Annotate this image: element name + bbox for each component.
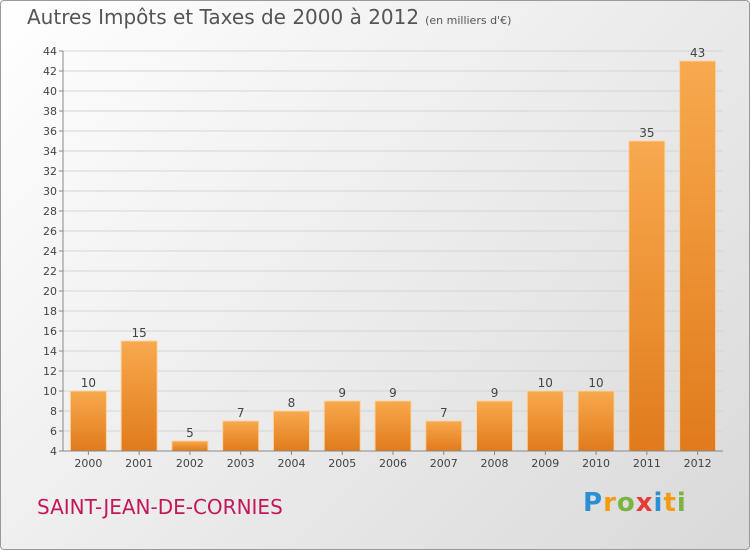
data-label-2002: 5 <box>186 426 194 440</box>
data-label-2000: 10 <box>81 376 96 390</box>
y-tick-label: 30 <box>43 185 57 198</box>
data-label-2004: 8 <box>288 396 296 410</box>
x-tick-label-2000: 2000 <box>74 457 102 470</box>
bar-2000 <box>69 390 107 452</box>
x-tick-label-2010: 2010 <box>582 457 610 470</box>
x-tick-label-2001: 2001 <box>125 457 153 470</box>
bar-2001 <box>120 340 158 452</box>
bar-2010 <box>577 390 615 452</box>
bar-2007 <box>425 420 463 452</box>
y-tick-label: 18 <box>43 305 57 318</box>
data-label-2005: 9 <box>338 386 346 400</box>
bar-2009 <box>526 390 564 452</box>
bar-2011 <box>628 140 666 452</box>
proxiti-logo: Proxiti <box>583 488 687 518</box>
data-label-2012: 43 <box>690 46 705 60</box>
y-tick-label: 42 <box>43 65 57 78</box>
chart-title-unit: (en milliers d'€) <box>425 14 512 27</box>
logo-letter: r <box>603 488 617 518</box>
bar-2006 <box>374 400 412 452</box>
bars <box>69 60 717 452</box>
x-tick-label-2004: 2004 <box>277 457 305 470</box>
y-tick-label: 24 <box>43 245 57 258</box>
x-tick-label-2002: 2002 <box>176 457 204 470</box>
x-tick-label-2005: 2005 <box>328 457 356 470</box>
bar-2002 <box>171 440 209 452</box>
data-label-2001: 15 <box>132 326 147 340</box>
commune-name: SAINT-JEAN-DE-CORNIES <box>37 495 283 519</box>
y-tick-label: 6 <box>50 425 57 438</box>
logo-letter: t <box>663 488 677 518</box>
bar-2005 <box>323 400 361 452</box>
x-tick-label-2006: 2006 <box>379 457 407 470</box>
y-tick-label: 32 <box>43 165 57 178</box>
x-tick-label-2007: 2007 <box>430 457 458 470</box>
y-tick-label: 16 <box>43 325 57 338</box>
logo-letter: x <box>635 488 654 518</box>
x-tick-label-2011: 2011 <box>633 457 661 470</box>
x-tick-label-2012: 2012 <box>684 457 712 470</box>
data-label-2007: 7 <box>440 406 448 420</box>
logo-letter: P <box>583 488 604 518</box>
data-label-2009: 10 <box>538 376 553 390</box>
bar-2008 <box>476 400 514 452</box>
chart-title: Autres Impôts et Taxes de 2000 à 2012 (en… <box>27 5 511 29</box>
y-tick-label: 20 <box>43 285 57 298</box>
bar-2012 <box>679 60 717 452</box>
chart-title-main: Autres Impôts et Taxes de 2000 à 2012 <box>27 5 420 29</box>
y-tick-label: 22 <box>43 265 57 278</box>
y-tick-label: 10 <box>43 385 57 398</box>
data-label-2011: 35 <box>639 126 654 140</box>
x-tick-label-2003: 2003 <box>227 457 255 470</box>
y-tick-label: 28 <box>43 205 57 218</box>
bar-2004 <box>272 410 310 452</box>
data-label-2008: 9 <box>491 386 499 400</box>
y-tick-label: 14 <box>43 345 57 358</box>
data-label-2003: 7 <box>237 406 245 420</box>
data-labels: 10 15 5 7 8 9 9 7 9 10 10 35 43 <box>81 46 706 440</box>
y-tick-label: 40 <box>43 85 57 98</box>
x-axis: 2000 2001 2002 2003 2004 2005 2006 2007 2008 2009… <box>63 450 723 470</box>
data-label-2010: 10 <box>588 376 603 390</box>
bar-2003 <box>222 420 260 452</box>
x-tick-label-2009: 2009 <box>531 457 559 470</box>
logo-letter: i <box>653 488 664 518</box>
y-tick-label: 12 <box>43 365 57 378</box>
y-tick-label: 34 <box>43 145 57 158</box>
y-tick-label: 26 <box>43 225 57 238</box>
logo-letter: o <box>616 488 636 518</box>
logo-letter: i <box>676 488 687 518</box>
y-tick-label: 38 <box>43 105 57 118</box>
y-tick-label: 8 <box>50 405 57 418</box>
data-label-2006: 9 <box>389 386 397 400</box>
x-tick-label-2008: 2008 <box>481 457 509 470</box>
y-tick-label: 44 <box>43 45 57 58</box>
y-axis: 4 6 8 10 12 14 16 18 20 22 24 26 28 30 32 34 36 38 40 42 44 <box>43 45 64 458</box>
y-tick-label: 4 <box>50 445 57 458</box>
y-tick-label: 36 <box>43 125 57 138</box>
